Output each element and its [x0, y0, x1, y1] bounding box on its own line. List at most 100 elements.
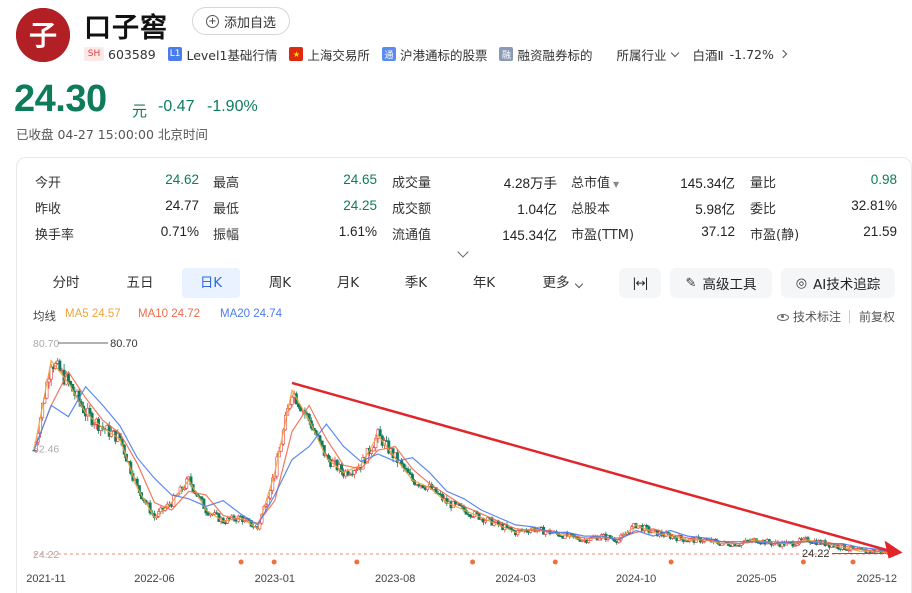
eye-icon	[777, 314, 789, 321]
add-watchlist-label: 添加自选	[223, 15, 276, 31]
stock-code: 603589	[108, 46, 156, 62]
tab-yearly-k[interactable]: 年K	[472, 275, 496, 291]
level-tag[interactable]: L1 Level1基础行情	[167, 45, 278, 64]
x-axis-tick: 2021-11	[26, 573, 66, 585]
sector-name: 白酒Ⅱ	[692, 47, 724, 63]
tab-intraday[interactable]: 分时	[52, 275, 80, 291]
stat-value: 0.98	[870, 172, 897, 187]
event-dot	[271, 559, 277, 565]
candle-body	[339, 464, 343, 472]
hk-connect-tag[interactable]: 通 沪港通标的股票	[381, 45, 488, 64]
stat-value: 24.65	[343, 172, 377, 187]
divider	[849, 310, 850, 323]
ma20-value: MA20 24.74	[220, 308, 283, 320]
stat-label: 总股本	[571, 202, 611, 217]
add-watchlist-button[interactable]: + 添加自选	[192, 7, 290, 35]
candle-body	[406, 468, 410, 473]
stat-label: 换手率	[35, 228, 75, 243]
stat-value: 32.81%	[851, 198, 897, 213]
ai-tracking-button[interactable]: ◎ AI技术追踪	[781, 268, 895, 298]
margin-tag[interactable]: 融 融资融券标的	[499, 45, 592, 64]
min-price-label: 24.22	[802, 548, 830, 560]
stat-value: 1.61%	[338, 224, 377, 239]
candle-body	[320, 440, 324, 446]
candle-body	[847, 549, 851, 552]
candle-body	[354, 469, 358, 471]
candle-body	[464, 509, 468, 515]
market-tag: SH 603589	[84, 47, 156, 62]
candle-body	[645, 525, 649, 528]
advanced-tools-button[interactable]: ✎ 高级工具	[670, 268, 772, 298]
stat-label: 市盈(TTM)	[571, 228, 635, 243]
level-badge: L1	[167, 47, 183, 61]
fit-width-button[interactable]: |↔|	[619, 268, 661, 298]
x-axis-tick: 2024-10	[616, 573, 656, 585]
draw-tool-icon: ✎	[685, 275, 697, 291]
stat-label: 振幅	[213, 228, 240, 243]
candle-body	[404, 467, 408, 470]
stats-row: 今开 24.62 最高 24.65 成交量 4.28万手 总市值 ▼ 145.34…	[35, 172, 897, 192]
stat-value: 24.25	[343, 198, 377, 213]
stats-row: 换手率 0.71% 振幅 1.61% 流通值 145.34亿 市盈(TTM) 3…	[35, 224, 897, 244]
x-axis-tick: 2024-03	[495, 573, 535, 585]
stat-value: 145.34亿	[502, 228, 557, 243]
x-axis-tick: 2023-01	[255, 573, 295, 585]
stat-label: 市盈(静)	[750, 228, 800, 243]
tab-five-day[interactable]: 五日	[126, 275, 154, 291]
stat-label: 成交量	[392, 176, 432, 191]
hk-connect-badge: 通	[381, 47, 396, 61]
y-axis-label: 52.46	[33, 444, 59, 456]
tab-monthly-k[interactable]: 月K	[336, 275, 360, 291]
candle-body	[580, 540, 584, 542]
china-flag-icon: ★	[289, 47, 304, 61]
candle-body	[135, 478, 139, 486]
event-dot	[850, 559, 856, 565]
ai-tracking-label: AI技术追踪	[813, 277, 881, 293]
candle-body	[58, 360, 62, 372]
adjust-mode-toggle[interactable]: 前复权	[859, 310, 896, 324]
candle-body	[66, 373, 70, 382]
candle-body	[290, 396, 294, 405]
stat-value: 1.04亿	[517, 202, 557, 217]
sector-change: -1.72%	[729, 46, 774, 62]
candle-body	[370, 450, 374, 454]
logo-mark-icon: 子	[16, 8, 70, 62]
candle-body	[795, 543, 799, 546]
ma-label: 均线	[33, 311, 56, 323]
stat-label: 量比	[750, 176, 777, 191]
event-dot	[238, 559, 244, 565]
max-price-label: 80.70	[110, 338, 138, 350]
tab-quarterly-k[interactable]: 季K	[404, 275, 428, 291]
stock-name: 口子窖	[84, 13, 168, 44]
stat-value: 21.59	[863, 224, 897, 239]
industry-label: 所属行业	[616, 47, 667, 63]
ma10-line	[33, 370, 895, 553]
candle-body	[587, 540, 591, 543]
tab-more-label: 更多	[542, 275, 570, 291]
stat-value: 24.77	[165, 198, 199, 213]
tab-more[interactable]: 更多	[527, 268, 597, 298]
fit-width-icon: |↔|	[632, 276, 648, 290]
candle-body	[483, 520, 487, 523]
price-change: -0.47	[158, 98, 195, 115]
stat-label: 流通值	[392, 228, 432, 243]
exchange-label: 上海交易所	[307, 47, 370, 63]
event-dot	[800, 559, 806, 565]
kline-chart[interactable]: 80.70 52.46 24.22 80.70 24.22 2021-11 2022-06 2…	[0, 330, 912, 593]
tech-annotation-toggle[interactable]: 技术标注	[777, 308, 841, 325]
ma20-line	[33, 385, 895, 553]
industry-dropdown[interactable]: 所属行业	[616, 45, 680, 64]
level-label: Level1基础行情	[186, 47, 278, 63]
tab-weekly-k[interactable]: 周K	[268, 275, 292, 291]
expand-stats-chevron-icon[interactable]	[457, 246, 469, 258]
price-change-percent: -1.90%	[207, 98, 258, 115]
sector-link[interactable]: 白酒Ⅱ -1.72%	[692, 45, 788, 64]
exchange-tag[interactable]: ★ 上海交易所	[289, 45, 370, 64]
event-dot	[354, 559, 360, 565]
market-cap-label[interactable]: 总市值 ▼	[571, 176, 620, 191]
stat-value: 24.62	[165, 172, 199, 187]
tab-daily-k[interactable]: 日K	[182, 268, 240, 298]
candle-body	[215, 512, 219, 514]
trend-line	[291, 381, 891, 553]
hk-connect-label: 沪港通标的股票	[399, 47, 488, 63]
